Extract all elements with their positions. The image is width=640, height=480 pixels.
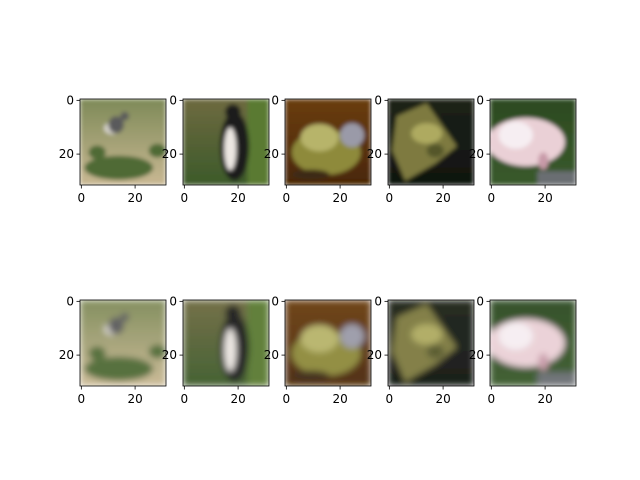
axes-frame <box>489 299 577 387</box>
x-tick-label: 20 <box>332 392 347 406</box>
image-panel-original-frog-brown: 0 20 0 20 <box>264 93 372 205</box>
axes-frame <box>79 98 167 186</box>
image-panel-reconstructed-cat: 0 20 0 20 <box>162 294 270 406</box>
y-tick-label: 0 <box>476 93 484 107</box>
y-tick-label: 20 <box>264 147 279 161</box>
image-bird <box>80 99 166 185</box>
x-tick-label: 0 <box>488 191 496 205</box>
image-cat <box>183 99 269 185</box>
x-tick-label: 0 <box>181 191 189 205</box>
image-panel-reconstructed-bird: 0 20 0 20 <box>59 294 167 406</box>
y-tick-label: 20 <box>59 147 74 161</box>
image-flamingo <box>490 300 576 386</box>
x-tick-label: 0 <box>181 392 189 406</box>
y-tick-label: 0 <box>476 294 484 308</box>
x-tick-label: 20 <box>127 392 142 406</box>
y-tick-label: 0 <box>169 294 177 308</box>
image-panel-reconstructed-flamingo: 0 20 0 20 <box>469 294 577 406</box>
y-tick-label: 0 <box>66 294 74 308</box>
axes-frame <box>79 299 167 387</box>
y-tick-label: 0 <box>271 294 279 308</box>
image-panel-original-bird: 0 20 0 20 <box>59 93 167 205</box>
x-tick-label: 0 <box>283 392 291 406</box>
y-tick-label: 20 <box>59 348 74 362</box>
image-frog-brown <box>285 99 371 185</box>
image-panel-reconstructed-frog-dark: 0 20 0 20 <box>367 294 475 406</box>
image-frog-dark <box>388 99 474 185</box>
x-tick-label: 20 <box>537 392 552 406</box>
x-tick-label: 0 <box>488 392 496 406</box>
x-tick-label: 20 <box>435 191 450 205</box>
y-tick-label: 20 <box>469 348 484 362</box>
y-tick-label: 20 <box>162 348 177 362</box>
y-tick-label: 20 <box>367 147 382 161</box>
x-tick-label: 20 <box>230 392 245 406</box>
x-tick-label: 20 <box>435 392 450 406</box>
image-bird <box>80 300 166 386</box>
x-tick-label: 20 <box>230 191 245 205</box>
y-tick-label: 20 <box>264 348 279 362</box>
y-tick-label: 0 <box>271 93 279 107</box>
x-tick-label: 20 <box>127 191 142 205</box>
axes-frame <box>387 299 475 387</box>
axes-frame <box>284 299 372 387</box>
x-tick-label: 0 <box>386 392 394 406</box>
y-tick-label: 20 <box>469 147 484 161</box>
image-frog-dark <box>388 300 474 386</box>
x-tick-label: 0 <box>78 191 86 205</box>
image-panel-original-cat: 0 20 0 20 <box>162 93 270 205</box>
x-tick-label: 0 <box>283 191 291 205</box>
y-tick-label: 20 <box>367 348 382 362</box>
y-tick-label: 0 <box>169 93 177 107</box>
y-tick-label: 0 <box>66 93 74 107</box>
image-frog-brown <box>285 300 371 386</box>
x-tick-label: 0 <box>78 392 86 406</box>
image-panel-reconstructed-frog-brown: 0 20 0 20 <box>264 294 372 406</box>
axes-frame <box>182 98 270 186</box>
y-tick-label: 20 <box>162 147 177 161</box>
axes-frame <box>182 299 270 387</box>
x-tick-label: 0 <box>386 191 394 205</box>
y-tick-label: 0 <box>374 294 382 308</box>
image-cat <box>183 300 269 386</box>
axes-frame <box>284 98 372 186</box>
y-tick-label: 0 <box>374 93 382 107</box>
x-tick-label: 20 <box>537 191 552 205</box>
image-flamingo <box>490 99 576 185</box>
x-tick-label: 20 <box>332 191 347 205</box>
axes-frame <box>387 98 475 186</box>
axes-frame <box>489 98 577 186</box>
image-panel-original-flamingo: 0 20 0 20 <box>469 93 577 205</box>
image-panel-original-frog-dark: 0 20 0 20 <box>367 93 475 205</box>
